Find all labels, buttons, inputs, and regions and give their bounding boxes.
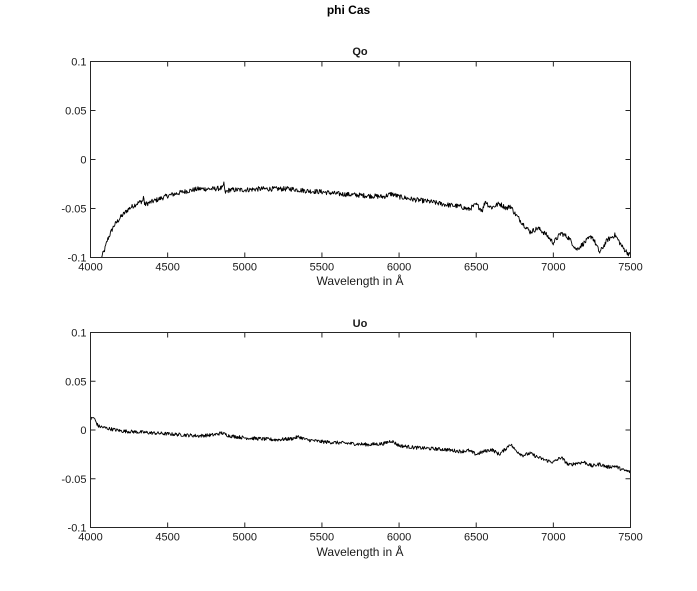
panel-qo-y-tick-label: 0.1 xyxy=(71,57,86,69)
panel-uo: Uo 4000 4500 5000 5500 6000 6500 7000 7500 -0.1… xyxy=(61,318,642,559)
panel-qo-x-tick-label: 7000 xyxy=(541,262,565,274)
panel-uo-x-tick-label: 4000 xyxy=(78,532,102,544)
panel-qo-title: Qo xyxy=(352,46,368,58)
panel-uo-x-tick-labels: 4000 4500 5000 5500 6000 6500 7000 7500 xyxy=(78,532,642,544)
panel-uo-title: Uo xyxy=(353,318,368,330)
panel-qo-x-tick-label: 4000 xyxy=(78,262,102,274)
panel-uo-y-tick-label: -0.1 xyxy=(68,523,87,535)
panel-qo-x-tick-label: 5500 xyxy=(310,262,334,274)
panel-uo-series-line xyxy=(90,416,631,474)
panel-qo-x-tick-label: 7500 xyxy=(618,262,642,274)
panel-qo-y-tick-label: 0.05 xyxy=(65,106,86,118)
panel-qo-x-tick-labels: 4000 4500 5000 5500 6000 6500 7000 7500 xyxy=(78,262,642,274)
panel-uo-tick-mark-path xyxy=(90,332,631,528)
panel-qo-tick-mark-path xyxy=(90,61,631,258)
panel-uo-y-tick-label: 0 xyxy=(80,425,86,437)
panel-qo-y-tick-labels: -0.1 -0.05 0 0.05 0.1 xyxy=(61,57,86,265)
panel-uo-y-tick-label: 0.1 xyxy=(71,328,86,340)
panel-uo-x-tick-label: 6000 xyxy=(387,532,411,544)
panel-uo-y-tick-labels: -0.1 -0.05 0 0.05 0.1 xyxy=(61,328,86,535)
panel-qo-x-tick-label: 4500 xyxy=(155,262,179,274)
panel-uo-y-tick-label: -0.05 xyxy=(61,474,86,486)
panel-uo-x-tick-label: 6500 xyxy=(464,532,488,544)
panel-qo-y-tick-label: -0.05 xyxy=(61,204,86,216)
panel-uo-x-tick-label: 7500 xyxy=(618,532,642,544)
panel-qo-x-axis-label: Wavelength in Å xyxy=(317,273,404,288)
panel-uo-tick-marks xyxy=(90,332,631,528)
figure-title: phi Cas xyxy=(326,3,371,17)
panel-uo-y-tick-label: 0.05 xyxy=(65,376,86,388)
panel-qo-series-line xyxy=(100,181,631,258)
panel-qo-tick-marks xyxy=(90,61,631,258)
panel-qo-x-tick-label: 6000 xyxy=(387,262,411,274)
panel-uo-x-tick-label: 5500 xyxy=(310,532,334,544)
panel-uo-x-tick-label: 5000 xyxy=(233,532,257,544)
panel-qo-axes-box xyxy=(90,61,631,258)
panel-qo: Qo 4000 4500 5000 5500 6000 6500 7000 7500 -0.1… xyxy=(61,46,642,288)
panel-uo-x-axis-label: Wavelength in Å xyxy=(317,544,404,559)
panel-uo-x-tick-label: 4500 xyxy=(155,532,179,544)
panel-qo-x-tick-label: 5000 xyxy=(233,262,257,274)
panel-qo-x-tick-label: 6500 xyxy=(464,262,488,274)
panel-uo-axes-box xyxy=(90,332,631,528)
panel-qo-y-tick-label: 0 xyxy=(80,155,86,167)
panel-qo-y-tick-label: -0.1 xyxy=(68,253,87,265)
panel-uo-x-tick-label: 7000 xyxy=(541,532,565,544)
